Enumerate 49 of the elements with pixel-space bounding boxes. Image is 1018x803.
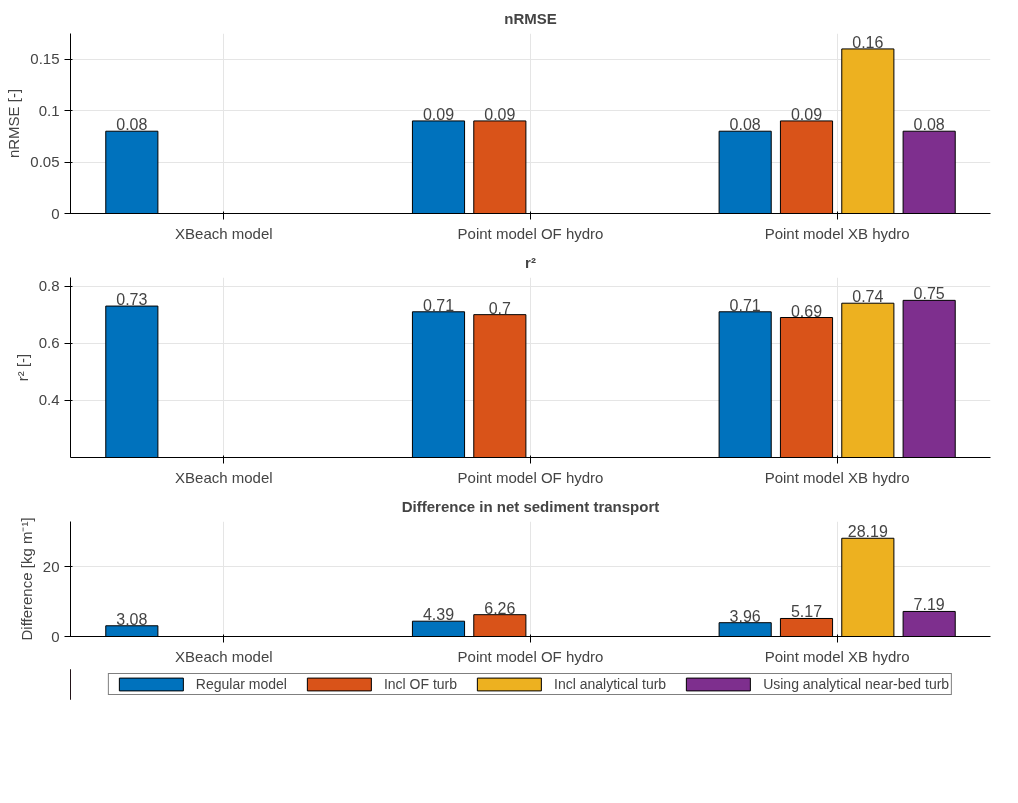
x-tick-label: XBeach model — [175, 224, 273, 242]
x-tick-label: Point model XB hydro — [764, 647, 910, 665]
y-tick-label: 0.1 — [38, 101, 60, 119]
y-axis-title: Difference [kg m⁻¹] — [17, 517, 35, 641]
y-axis-title: r² [-] — [13, 353, 31, 382]
y-axis-title: nRMSE [-] — [5, 88, 23, 159]
data-label: 0.09 — [422, 105, 455, 123]
y-tick-label: 0.8 — [38, 277, 60, 295]
data-label: 0.74 — [852, 288, 884, 306]
data-label: 0.16 — [852, 33, 884, 51]
y-tick-label: 0.15 — [30, 50, 60, 68]
y-tick-label: 0.05 — [30, 153, 60, 171]
y-tick-label: 0.4 — [38, 391, 60, 409]
y-tick-label: 20 — [42, 557, 60, 575]
x-tick-label: Point model XB hydro — [764, 468, 910, 486]
data-label: 0.08 — [913, 116, 945, 134]
legend-label: Regular model — [195, 676, 287, 692]
chart-title: nRMSE — [504, 9, 557, 27]
data-label: 0.69 — [790, 302, 823, 320]
legend-label: Incl analytical turb — [554, 676, 667, 692]
legend-label: Using analytical near-bed turb — [763, 676, 950, 692]
chart-title: r² — [525, 253, 536, 271]
data-label: 28.19 — [847, 523, 888, 541]
x-tick-label: Point model OF hydro — [457, 224, 604, 242]
data-label: 3.96 — [729, 607, 761, 625]
data-label: 0.09 — [484, 105, 516, 123]
data-label: 0.7 — [488, 299, 512, 317]
data-label: 0.71 — [422, 296, 455, 314]
y-tick-label: 0 — [51, 204, 60, 222]
y-tick-label: 0 — [51, 627, 60, 645]
data-label: 6.26 — [484, 599, 516, 617]
data-label: 5.17 — [790, 603, 823, 621]
data-label: 3.08 — [116, 610, 148, 628]
legend-label: Incl OF turb — [383, 676, 458, 692]
data-label: 0.08 — [729, 116, 761, 134]
x-tick-label: XBeach model — [175, 468, 273, 486]
chart-title: Difference in net sediment transport — [401, 497, 660, 515]
data-label: 0.75 — [913, 285, 945, 303]
x-tick-label: XBeach model — [175, 647, 273, 665]
x-tick-label: Point model OF hydro — [457, 647, 604, 665]
data-label: 7.19 — [913, 596, 945, 614]
data-label: 0.73 — [116, 291, 148, 309]
data-label: 0.08 — [116, 116, 148, 134]
y-tick-label: 0.6 — [38, 334, 60, 352]
data-label: 0.09 — [790, 105, 823, 123]
x-tick-label: Point model XB hydro — [764, 224, 910, 242]
x-tick-label: Point model OF hydro — [457, 468, 604, 486]
data-label: 4.39 — [422, 606, 455, 624]
data-label: 0.71 — [729, 296, 761, 314]
